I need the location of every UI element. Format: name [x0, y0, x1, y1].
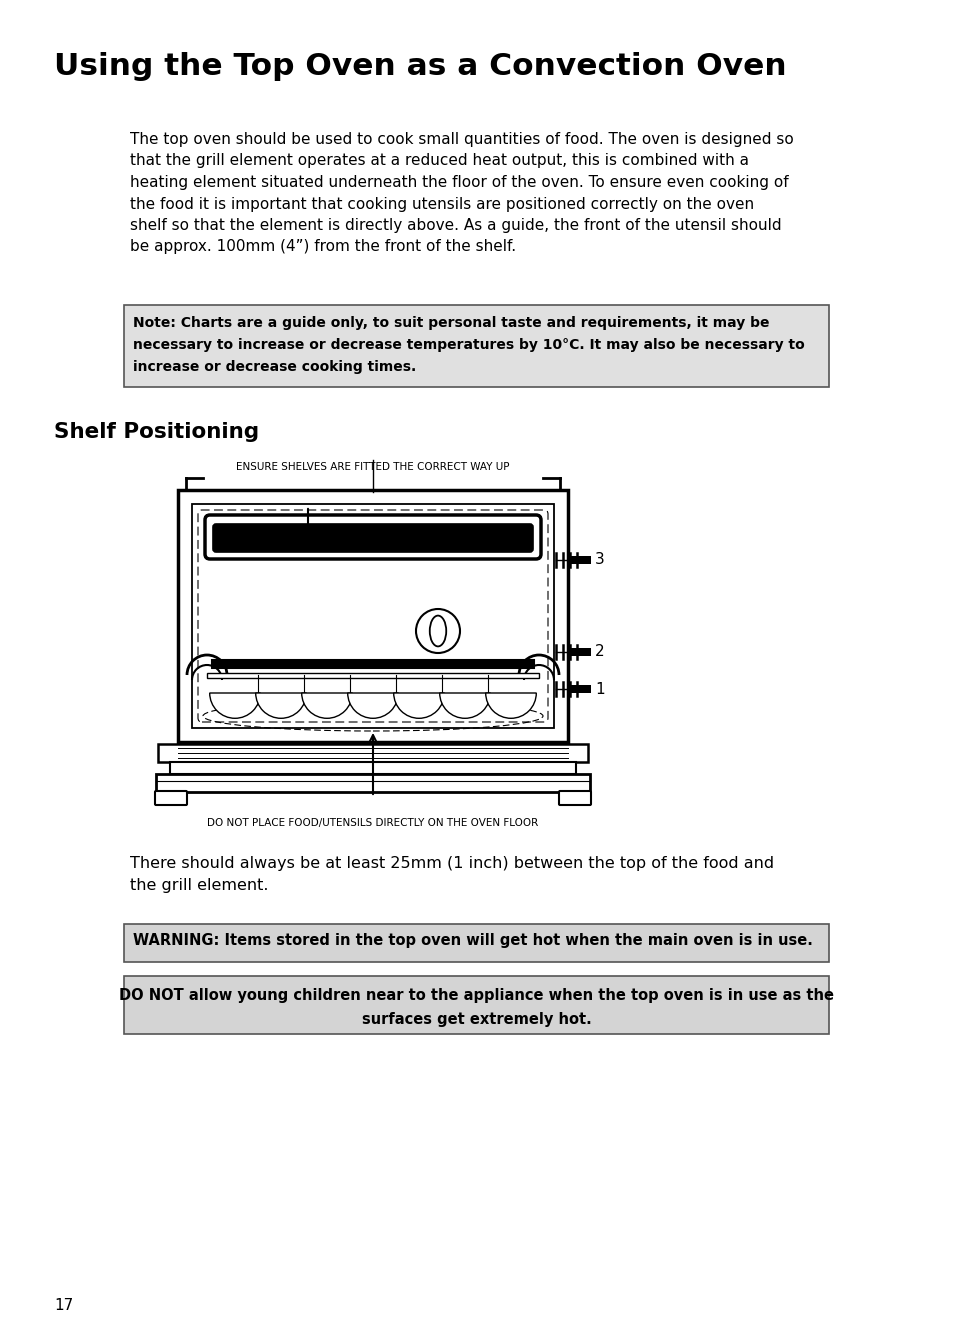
FancyBboxPatch shape: [124, 977, 828, 1034]
Text: Using the Top Oven as a Convection Oven: Using the Top Oven as a Convection Oven: [54, 52, 786, 81]
Bar: [207, 673, 538, 677]
Bar: [170, 762, 576, 774]
Text: 3: 3: [595, 553, 604, 568]
Wedge shape: [301, 693, 352, 719]
Bar: [158, 744, 587, 762]
Text: 2: 2: [595, 644, 604, 660]
FancyBboxPatch shape: [124, 305, 828, 387]
Bar: [568, 556, 590, 564]
Wedge shape: [439, 693, 490, 719]
Wedge shape: [210, 693, 260, 719]
Text: the food it is important that cooking utensils are positioned correctly on the o: the food it is important that cooking ut…: [130, 196, 753, 211]
Wedge shape: [394, 693, 444, 719]
FancyBboxPatch shape: [205, 514, 540, 558]
Text: DO NOT allow young children near to the appliance when the top oven is in use as: DO NOT allow young children near to the …: [119, 989, 833, 1003]
Bar: [178, 490, 567, 741]
Text: Shelf Positioning: Shelf Positioning: [54, 422, 259, 442]
Text: 1: 1: [595, 681, 604, 696]
Circle shape: [416, 609, 459, 653]
Text: heating element situated underneath the floor of the oven. To ensure even cookin: heating element situated underneath the …: [130, 175, 788, 190]
FancyBboxPatch shape: [154, 791, 187, 806]
Bar: [156, 774, 589, 792]
Text: There should always be at least 25mm (1 inch) between the top of the food and: There should always be at least 25mm (1 …: [130, 856, 773, 871]
Wedge shape: [347, 693, 398, 719]
Wedge shape: [255, 693, 306, 719]
Text: the grill element.: the grill element.: [130, 878, 268, 892]
Bar: [568, 648, 590, 656]
Ellipse shape: [429, 616, 446, 647]
Text: Note: Charts are a guide only, to suit personal taste and requirements, it may b: Note: Charts are a guide only, to suit p…: [132, 317, 769, 330]
Text: The top oven should be used to cook small quantities of food. The oven is design: The top oven should be used to cook smal…: [130, 132, 793, 147]
Bar: [568, 685, 590, 693]
FancyBboxPatch shape: [124, 925, 828, 962]
Text: that the grill element operates at a reduced heat output, this is combined with : that the grill element operates at a red…: [130, 154, 748, 168]
Text: ENSURE SHELVES ARE FITTED THE CORRECT WAY UP: ENSURE SHELVES ARE FITTED THE CORRECT WA…: [236, 462, 509, 472]
FancyBboxPatch shape: [213, 524, 533, 552]
Text: shelf so that the element is directly above. As a guide, the front of the utensi: shelf so that the element is directly ab…: [130, 218, 781, 232]
Text: surfaces get extremely hot.: surfaces get extremely hot.: [361, 1011, 591, 1027]
Text: 17: 17: [54, 1299, 73, 1313]
Text: WARNING: Items stored in the top oven will get hot when the main oven is in use.: WARNING: Items stored in the top oven wi…: [132, 933, 812, 949]
FancyBboxPatch shape: [558, 791, 590, 806]
Bar: [192, 504, 554, 728]
Text: necessary to increase or decrease temperatures by 10°C. It may also be necessary: necessary to increase or decrease temper…: [132, 338, 804, 351]
Text: DO NOT PLACE FOOD/UTENSILS DIRECTLY ON THE OVEN FLOOR: DO NOT PLACE FOOD/UTENSILS DIRECTLY ON T…: [207, 818, 538, 828]
Text: be approx. 100mm (4”) from the front of the shelf.: be approx. 100mm (4”) from the front of …: [130, 239, 516, 254]
Text: increase or decrease cooking times.: increase or decrease cooking times.: [132, 359, 416, 374]
Bar: [212, 660, 534, 668]
Wedge shape: [485, 693, 536, 719]
